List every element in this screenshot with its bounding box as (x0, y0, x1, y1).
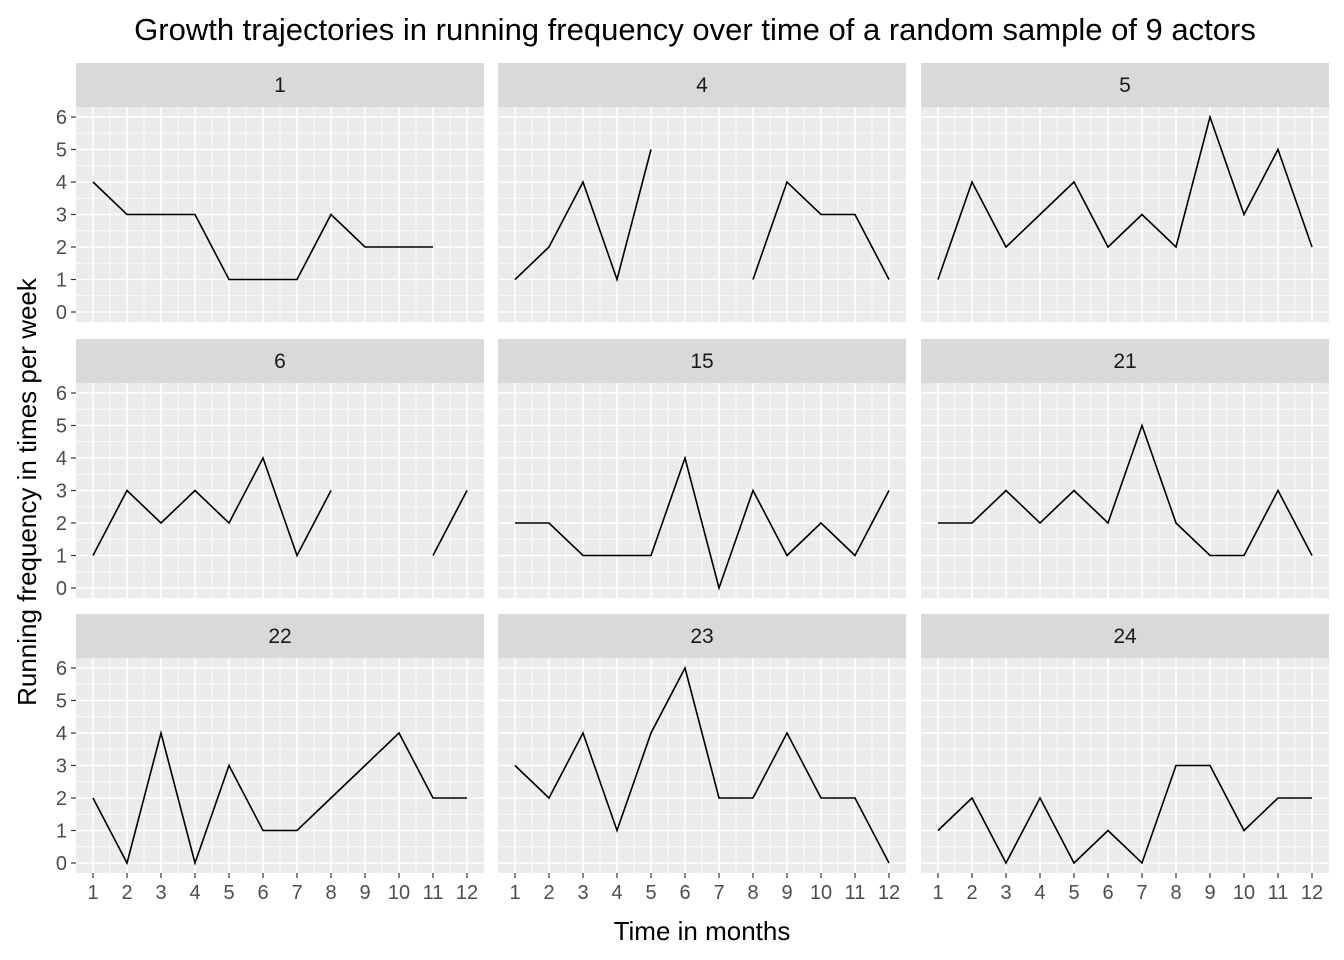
y-tick-label: 0 (56, 302, 67, 324)
facet-strip (76, 339, 484, 383)
x-tick-label: 7 (1136, 882, 1147, 904)
facet-panel-5: 5 (921, 63, 1329, 322)
y-tick-label: 6 (56, 383, 67, 405)
y-tick-label: 2 (56, 513, 67, 535)
x-tick-label: 10 (388, 882, 410, 904)
y-tick-label: 5 (56, 140, 67, 162)
x-tick-label: 2 (121, 882, 132, 904)
facet-panel-1: 1 0 1 2 3 4 5 6 (56, 63, 484, 324)
facet-strip (921, 339, 1329, 383)
facet-strip-label: 6 (274, 350, 286, 373)
series-line-5 (937, 114, 1313, 280)
series-line-4 (514, 149, 890, 283)
facet-panel-24: 241 2 3 4 5 6 7 8 9 10 11 12 (921, 614, 1329, 904)
y-tick-label: 2 (56, 237, 67, 259)
y-tick-label: 4 (56, 172, 67, 194)
x-tick-label: 6 (257, 882, 268, 904)
series-line-15 (515, 455, 890, 591)
x-tick-label: 10 (1233, 882, 1255, 904)
x-tick-label: 1 (932, 882, 943, 904)
x-tick-label: 10 (810, 882, 832, 904)
facet-panel-6: 6 0 1 2 3 4 5 6 (56, 339, 484, 600)
y-tick-label: 1 (56, 270, 67, 292)
x-tick-label: 3 (577, 882, 588, 904)
x-tick-label: 8 (747, 882, 758, 904)
x-tick-label: 3 (1000, 882, 1011, 904)
x-tick-label: 1 (87, 882, 98, 904)
x-tick-label: 12 (878, 882, 900, 904)
x-tick-label: 9 (781, 882, 792, 904)
x-tick-label: 5 (223, 882, 234, 904)
x-tick-label: 11 (423, 882, 444, 904)
x-axis-title: Time in months (614, 916, 791, 946)
facet-strip-label: 22 (268, 625, 291, 648)
y-tick-label: 5 (56, 691, 67, 713)
facet-strip-label: 5 (1119, 74, 1131, 97)
x-tick-label: 8 (1170, 882, 1181, 904)
x-tick-label: 8 (325, 882, 336, 904)
y-tick-label: 3 (56, 205, 67, 227)
series-line-24 (937, 764, 1312, 865)
series-line-23 (514, 665, 890, 864)
facet-strip-label: 15 (690, 350, 713, 373)
y-tick-label: 2 (56, 788, 67, 810)
y-tick-label: 1 (56, 546, 67, 568)
facet-strip-label: 24 (1113, 625, 1137, 648)
facet-strip (498, 614, 906, 658)
x-tick-label: 6 (1102, 882, 1113, 904)
y-tick-label: 4 (56, 723, 67, 745)
facet-strip-label: 23 (690, 625, 713, 648)
y-tick-label: 6 (56, 658, 67, 680)
x-tick-label: 12 (1301, 882, 1323, 904)
facet-strip (76, 614, 484, 658)
x-tick-label: 4 (1034, 882, 1045, 904)
x-tick-label: 11 (845, 882, 866, 904)
facet-panel-21: 21 (921, 339, 1329, 598)
y-tick-label: 0 (56, 853, 67, 875)
facet-panel-4: 4 (498, 63, 906, 322)
x-tick-label: 5 (645, 882, 656, 904)
x-tick-label: 6 (679, 882, 690, 904)
x-tick-label: 11 (1268, 882, 1289, 904)
y-tick-label: 3 (56, 756, 67, 778)
x-tick-label: 2 (543, 882, 554, 904)
facet-panel-23: 231 2 3 4 5 6 7 8 9 10 11 12 (498, 614, 906, 904)
x-tick-label: 4 (189, 882, 200, 904)
x-tick-label: 12 (456, 882, 478, 904)
facet-strip (921, 63, 1329, 107)
x-tick-label: 2 (966, 882, 977, 904)
chart-title: Growth trajectories in running frequency… (134, 12, 1256, 47)
y-tick-label: 6 (56, 107, 67, 129)
facet-strip (498, 63, 906, 107)
x-tick-label: 1 (509, 882, 520, 904)
x-tick-label: 9 (359, 882, 370, 904)
series-line-1 (92, 181, 433, 281)
x-tick-label: 7 (291, 882, 302, 904)
facet-strip (76, 63, 484, 107)
x-tick-label: 9 (1204, 882, 1215, 904)
facet-strip-label: 4 (696, 74, 708, 97)
y-tick-label: 5 (56, 416, 67, 438)
y-tick-label: 1 (56, 821, 67, 843)
facet-strip-label: 1 (274, 74, 286, 97)
y-axis-title: Running frequency in times per week (12, 277, 42, 706)
facet-strip (921, 614, 1329, 658)
series-line-6 (92, 455, 468, 558)
y-tick-label: 4 (56, 448, 67, 470)
x-tick-label: 5 (1068, 882, 1079, 904)
facet-strip (498, 339, 906, 383)
y-tick-label: 0 (56, 578, 67, 600)
facet-strip-label: 21 (1113, 350, 1136, 373)
series-line-22 (92, 729, 467, 866)
facet-panel-15: 15 (498, 339, 906, 598)
x-tick-label: 7 (713, 882, 724, 904)
y-tick-label: 3 (56, 481, 67, 503)
x-tick-label: 4 (611, 882, 622, 904)
series-line-21 (938, 423, 1313, 557)
x-tick-label: 3 (155, 882, 166, 904)
